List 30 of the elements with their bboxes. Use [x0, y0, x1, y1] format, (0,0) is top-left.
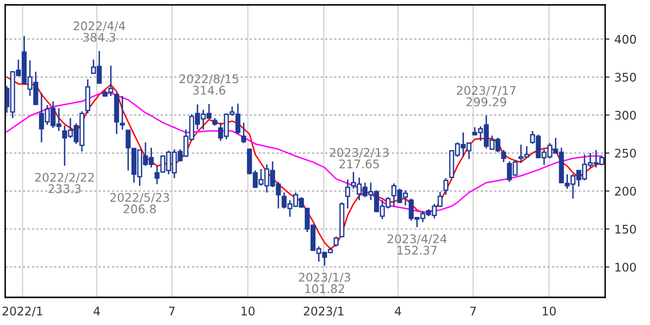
annotation: 2023/7/17 299.29: [456, 86, 516, 106]
y-tick-label: 100: [615, 262, 636, 272]
annotation: 2022/5/23 206.8: [110, 193, 170, 214]
x-tick-label: 2023/1: [304, 306, 344, 316]
x-tick-label: 2022/1: [2, 306, 42, 316]
x-tick-label: 4: [94, 306, 100, 316]
candlestick: [120, 95, 125, 130]
y-tick-label: 250: [615, 148, 636, 158]
candlestick: [334, 236, 339, 248]
candlestick: [443, 177, 448, 196]
y-tick-label: 350: [615, 72, 636, 82]
x-tick-label: 4: [394, 306, 402, 316]
candlestick: [241, 122, 246, 144]
annotation: 2022/2/22 233.3: [35, 172, 94, 194]
y-tick-label: 400: [614, 34, 636, 44]
candlestick: [85, 78, 90, 114]
annotation: 2023/2/13 217.65: [330, 148, 389, 168]
y-tick-label: 200: [615, 186, 636, 196]
annotation: 2023/4/24 152.37: [388, 234, 447, 255]
x-tick-label: 10: [542, 306, 556, 316]
annotation: 2022/8/15 314.6: [180, 74, 238, 95]
y-tick-label: 300: [615, 110, 636, 120]
x-tick-label: 7: [470, 306, 476, 316]
annotation: 2022/4/4 384.3: [74, 21, 126, 42]
annotation: 2023/1/3 101.82: [298, 272, 350, 294]
candlestick: [345, 178, 350, 210]
candlestick: [501, 149, 506, 163]
x-tick-label: 10: [242, 306, 255, 316]
y-tick-label: 150: [615, 224, 636, 234]
x-tick-label: 7: [169, 306, 175, 316]
